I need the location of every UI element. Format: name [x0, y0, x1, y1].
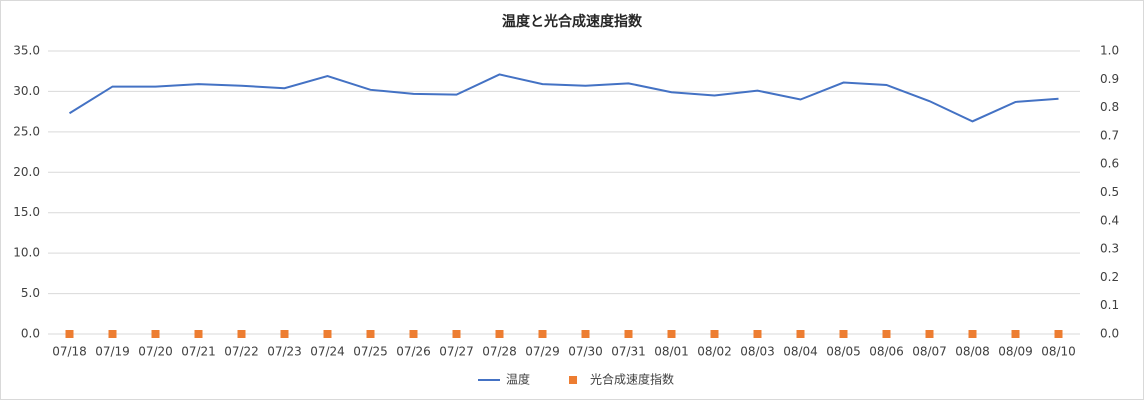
marker [495, 330, 504, 338]
line [68, 73, 1059, 123]
x-tick-label: 08/08 [955, 345, 990, 359]
y2-tick-label: 0.1 [1100, 298, 1119, 312]
x-tick-label: 07/23 [267, 345, 302, 359]
marker [968, 330, 977, 338]
marker [151, 330, 160, 338]
x-tick-label: 07/26 [396, 345, 431, 359]
y2-tick-label: 0.4 [1100, 213, 1119, 227]
x-tick-label: 07/30 [568, 345, 603, 359]
marker [452, 330, 461, 338]
y-tick-label: 30.0 [13, 84, 40, 98]
legend-label: 光合成速度指数 [590, 372, 674, 387]
x-tick-label: 07/31 [611, 345, 646, 359]
y-tick-label: 25.0 [13, 124, 40, 138]
x-tick-label: 07/25 [353, 345, 388, 359]
x-tick-label: 08/02 [697, 345, 732, 359]
x-tick-label: 08/01 [654, 345, 689, 359]
y2-tick-label: 0.0 [1100, 327, 1119, 341]
marker [925, 330, 934, 338]
marker [1054, 330, 1063, 338]
marker [839, 330, 848, 338]
chart-title: 温度と光合成速度指数 [502, 13, 643, 30]
y2-tick-label: 0.5 [1100, 185, 1119, 199]
marker [65, 330, 74, 338]
x-tick-label: 07/29 [525, 345, 560, 359]
marker [538, 330, 547, 338]
marker [581, 330, 590, 338]
y2-tick-label: 0.6 [1100, 157, 1119, 171]
y-tick-label: 35.0 [13, 44, 40, 58]
y-tick-label: 0.0 [21, 327, 40, 341]
y-tick-label: 10.0 [13, 246, 40, 260]
x-tick-label: 07/27 [439, 345, 474, 359]
marker [323, 330, 332, 338]
marker [710, 330, 719, 338]
x-tick-label: 08/04 [783, 345, 818, 359]
y-tick-label: 20.0 [13, 165, 40, 179]
y2-tick-label: 0.7 [1100, 128, 1119, 142]
y2-tick-label: 0.3 [1100, 242, 1119, 256]
y2-tick-label: 1.0 [1100, 44, 1119, 58]
x-tick-label: 07/20 [138, 345, 173, 359]
marker [280, 330, 289, 338]
marker [667, 330, 676, 338]
x-tick-label: 07/28 [482, 345, 517, 359]
marker [409, 330, 418, 338]
x-tick-label: 07/21 [181, 345, 216, 359]
marker [753, 330, 762, 338]
marker [366, 330, 375, 338]
x-tick-label: 08/09 [998, 345, 1033, 359]
legend-swatch [569, 376, 578, 384]
x-tick-label: 08/07 [912, 345, 947, 359]
marker [194, 330, 203, 338]
x-tick-label: 08/06 [869, 345, 904, 359]
marker [882, 330, 891, 338]
legend-label: 温度 [506, 372, 530, 387]
y-tick-label: 15.0 [13, 205, 40, 219]
x-tick-label: 08/03 [740, 345, 775, 359]
y-tick-label: 5.0 [21, 286, 40, 300]
x-tick-label: 08/05 [826, 345, 861, 359]
y2-tick-label: 0.2 [1100, 270, 1119, 284]
x-tick-label: 07/24 [310, 345, 345, 359]
marker [1011, 330, 1020, 338]
y2-tick-label: 0.9 [1100, 72, 1119, 86]
marker [237, 330, 246, 338]
y2-tick-label: 0.8 [1100, 100, 1119, 114]
x-tick-label: 07/19 [95, 345, 130, 359]
marker [108, 330, 117, 338]
marker [796, 330, 805, 338]
x-tick-label: 08/10 [1041, 345, 1076, 359]
marker [624, 330, 633, 338]
x-tick-label: 07/18 [52, 345, 87, 359]
x-tick-label: 07/22 [224, 345, 259, 359]
